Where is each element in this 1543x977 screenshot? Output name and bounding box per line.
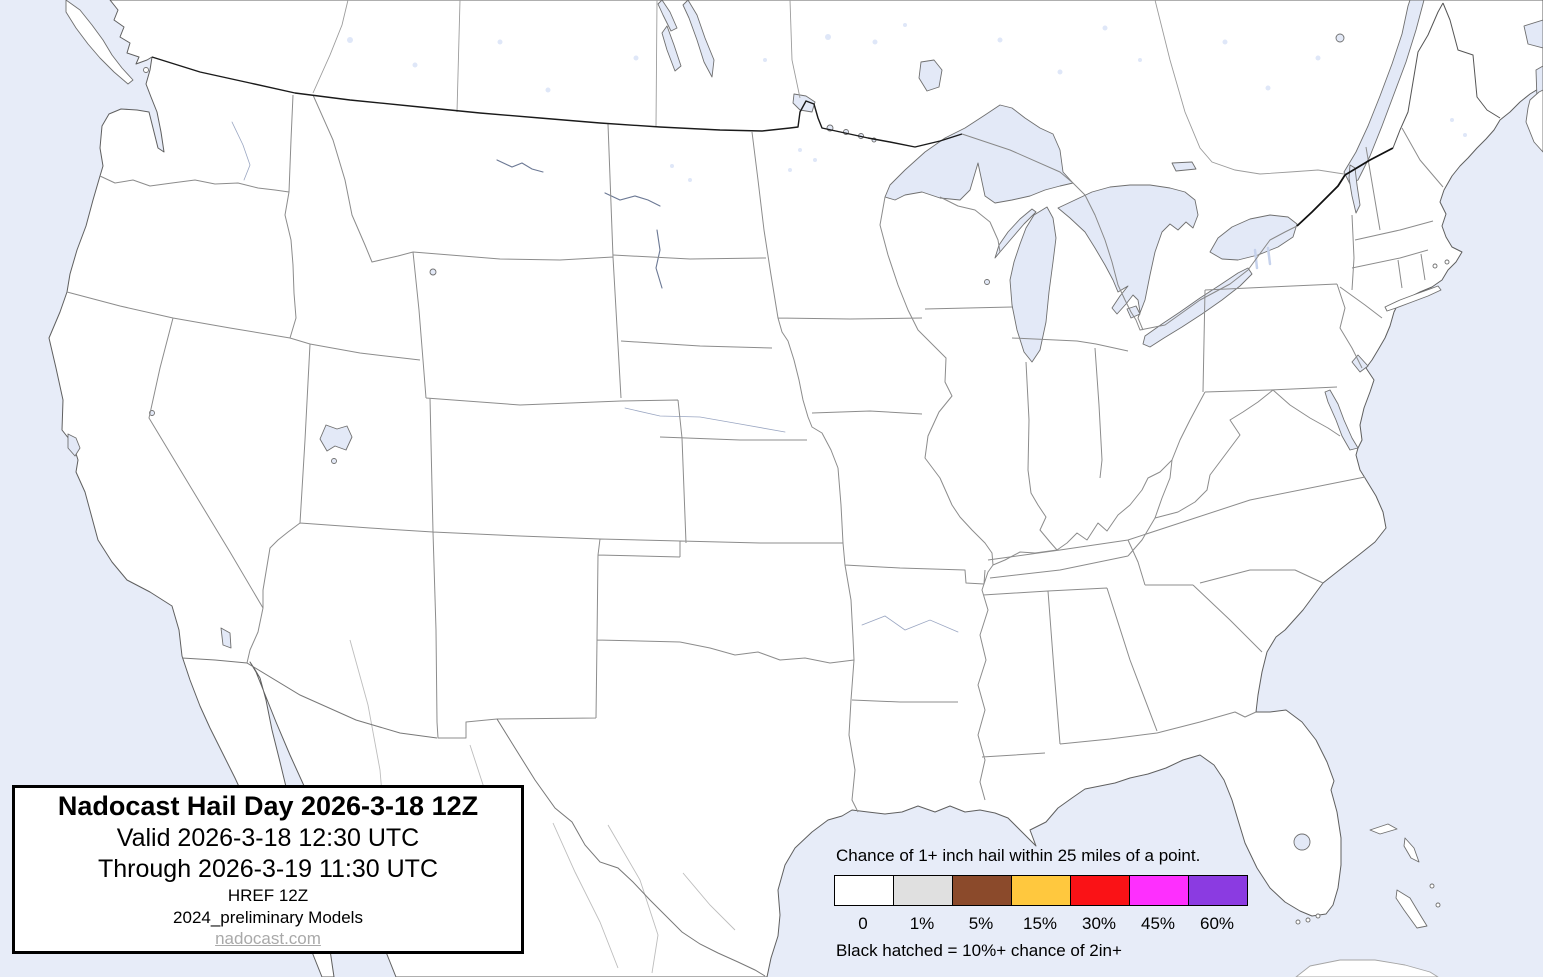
border-maine-quebec [1392, 2, 1501, 149]
great-lakes [67, 0, 1543, 851]
us-mexico-border [181, 657, 766, 977]
lake-champlain [1348, 164, 1361, 214]
lake-sakakawea [604, 192, 661, 207]
border-st-lawrence [1296, 147, 1394, 227]
valid-time: Valid 2026-3-18 12:30 UTC [116, 824, 420, 852]
lake-winnipegosis [657, 0, 678, 32]
lake-okeechobee [1293, 833, 1311, 851]
lake-manitoba [661, 25, 682, 72]
canada-province-borders [312, 0, 1345, 175]
lake-oahe [655, 229, 663, 289]
plains-midwest-borders [612, 131, 1257, 813]
border-49th-parallel [151, 56, 963, 148]
green-bay [994, 208, 1037, 259]
legend-swatch-45 [1129, 875, 1189, 906]
lake-winnebago [984, 279, 990, 285]
great-salt-lake [319, 424, 353, 452]
utah-lake [331, 458, 337, 464]
quebec-lake [1335, 33, 1345, 43]
florida-keys [1315, 913, 1321, 919]
nadocast-link[interactable]: nadocast.com [215, 929, 321, 948]
st-lawrence-river [1343, 0, 1425, 185]
lake-of-the-woods [792, 93, 816, 113]
models-variant: 2024_preliminary Models [173, 908, 363, 927]
legend-heading: Chance of 1+ inch hail within 25 miles o… [836, 846, 1201, 865]
eastern-borders [987, 127, 1444, 653]
columbia-river [231, 121, 251, 181]
yellowstone-lake [429, 268, 437, 276]
legend-swatch-0 [834, 875, 894, 906]
small-lake-speckles [347, 23, 1467, 182]
chesapeake-bay [1324, 389, 1359, 451]
forecast-title: Nadocast Hail Day 2026-3-18 12Z [57, 791, 479, 821]
legend-hatched-note: Black hatched = 10%+ chance of 2in+ [836, 941, 1122, 960]
lake-erie [1142, 267, 1253, 348]
platte-river [624, 407, 786, 433]
lake-huron [1057, 184, 1199, 319]
legend-label-0: 0 [858, 914, 868, 933]
lake-nipigon [918, 59, 943, 92]
border-through-lakes [961, 133, 1298, 331]
mexico-state-borders [349, 639, 736, 974]
legend-label-15: 15% [1022, 914, 1058, 933]
islands [65, 0, 1543, 977]
legend-swatch-5 [952, 875, 1012, 906]
lake-nipissing [1171, 161, 1197, 172]
north-america-landmass [48, 0, 1543, 977]
hail-legend: Chance of 1+ inch hail within 25 miles o… [834, 846, 1264, 961]
legend-label-30: 30% [1081, 914, 1117, 933]
vancouver-island [65, 0, 134, 85]
legend-labels: 0 1% 5% 15% 30% 45% 60% [834, 914, 1264, 934]
salton-sea [220, 627, 232, 649]
cuba-outline [1295, 959, 1439, 977]
legend-color-bar [834, 875, 1264, 906]
legend-label-60: 60% [1199, 914, 1235, 933]
sf-bay [67, 433, 81, 457]
nova-scotia [1525, 89, 1543, 153]
lake-ontario [1209, 214, 1298, 261]
lake-michigan [1009, 206, 1057, 363]
model-name: HREF 12Z [227, 886, 309, 905]
fort-peck-reservoir [496, 159, 544, 173]
forecast-title-box: Nadocast Hail Day 2026-3-18 12Z Valid 20… [12, 785, 524, 954]
lake-st-clair [1126, 305, 1141, 319]
arkansas-river [861, 615, 959, 633]
state-borders [66, 94, 1444, 813]
legend-label-5: 5% [968, 914, 994, 933]
san-juan-island [143, 67, 149, 73]
lake-winnipeg [682, 0, 715, 78]
legend-swatch-15 [1011, 875, 1071, 906]
legend-label-1: 1% [909, 914, 935, 933]
through-time: Through 2026-3-19 11:30 UTC [97, 855, 438, 883]
us-canada-border [151, 2, 1501, 331]
nantucket [1444, 259, 1450, 265]
bahamas [1369, 823, 1428, 929]
legend-swatch-30 [1070, 875, 1130, 906]
gulf-st-lawrence-patch [1523, 19, 1543, 49]
legend-label-45: 45% [1140, 914, 1176, 933]
rivers [231, 121, 1272, 633]
mexico-borders [181, 639, 766, 977]
long-island [1384, 285, 1442, 312]
legend-swatch-60 [1188, 875, 1248, 906]
western-state-borders [66, 94, 843, 739]
legend-swatch-1 [893, 875, 953, 906]
